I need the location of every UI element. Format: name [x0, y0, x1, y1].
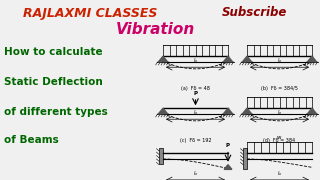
Text: $l_o$: $l_o$	[277, 108, 282, 117]
Text: Subscribe: Subscribe	[222, 6, 288, 19]
Polygon shape	[243, 56, 252, 62]
Polygon shape	[224, 165, 232, 169]
Text: (d)  Fδ = 384: (d) Fδ = 384	[263, 138, 296, 143]
Text: P: P	[226, 143, 230, 148]
Text: of Beams: of Beams	[4, 135, 59, 145]
Text: (c)  Fδ = 192: (c) Fδ = 192	[180, 138, 211, 143]
Polygon shape	[223, 108, 233, 114]
Text: $l_o$: $l_o$	[193, 56, 198, 65]
Polygon shape	[243, 108, 252, 114]
Text: $l_o$: $l_o$	[193, 169, 198, 178]
Text: Vibration: Vibration	[116, 22, 195, 37]
Text: $l_o$: $l_o$	[277, 169, 282, 178]
Bar	[243, 148, 247, 168]
Polygon shape	[158, 56, 168, 62]
Text: w: w	[277, 135, 282, 140]
Text: Static Deflection: Static Deflection	[4, 77, 103, 87]
Text: RAJLAXMI CLASSES: RAJLAXMI CLASSES	[23, 6, 157, 19]
Polygon shape	[223, 56, 233, 62]
Text: (b)  Fδ = 384/5: (b) Fδ = 384/5	[261, 86, 298, 91]
Text: (a)  Fδ = 48: (a) Fδ = 48	[181, 86, 210, 91]
Text: P: P	[194, 91, 197, 96]
Text: $l_o$: $l_o$	[193, 108, 198, 117]
Polygon shape	[158, 108, 168, 114]
Text: of different types: of different types	[4, 107, 108, 117]
Polygon shape	[308, 56, 316, 62]
Text: How to calculate: How to calculate	[4, 47, 103, 57]
Bar	[159, 148, 163, 164]
Text: $l_o$: $l_o$	[277, 56, 282, 65]
Polygon shape	[308, 108, 316, 114]
